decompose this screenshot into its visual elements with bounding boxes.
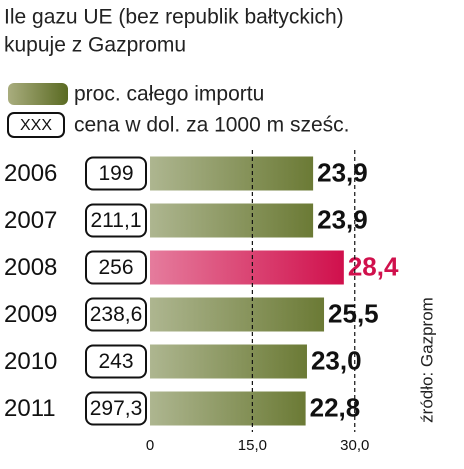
price-box [85, 250, 147, 285]
bar [150, 203, 314, 238]
category-label: 2010 [4, 348, 57, 375]
value-label: 23,9 [317, 204, 368, 234]
value-label: 23,9 [317, 157, 368, 187]
price-label: 256 [98, 256, 133, 279]
x-tick-label: 30,0 [340, 437, 369, 454]
category-label: 2009 [4, 301, 57, 328]
bar [150, 156, 314, 191]
category-label: 2007 [4, 207, 57, 234]
value-label: 25,5 [328, 298, 379, 328]
legend-swatch [8, 83, 68, 105]
legend-box-label: XXX [20, 117, 52, 134]
category-label: 2008 [4, 254, 57, 281]
price-box [85, 391, 147, 426]
legend-box [7, 112, 65, 138]
price-box [85, 297, 147, 332]
x-tick-label: 0 [146, 437, 154, 454]
value-label: 23,0 [311, 345, 362, 375]
price-label: 297,3 [90, 397, 143, 420]
price-box [85, 156, 147, 191]
bar [150, 250, 344, 285]
price-label: 211,1 [91, 209, 142, 232]
price-box [85, 203, 147, 238]
chart-title: Ile gazu UE (bez republik bałtyckich) [4, 6, 344, 29]
value-label: 22,8 [310, 392, 361, 422]
source: źródło: Gazprom [417, 297, 436, 423]
bar [150, 344, 307, 379]
category-label: 2011 [4, 395, 56, 422]
chart-title: kupuje z Gazpromu [4, 34, 186, 57]
x-tick-label: 15,0 [238, 437, 267, 454]
bar [150, 391, 306, 426]
legend-label: cena w dol. za 1000 m sześc. [74, 114, 349, 137]
price-box [85, 344, 147, 379]
legend-label: proc. całego importu [74, 83, 264, 106]
price-label: 199 [98, 162, 133, 185]
value-label: 28,4 [348, 251, 399, 281]
price-label: 238,6 [90, 303, 143, 326]
category-label: 2006 [4, 160, 57, 187]
price-label: 243 [98, 350, 133, 373]
bar [150, 297, 325, 332]
